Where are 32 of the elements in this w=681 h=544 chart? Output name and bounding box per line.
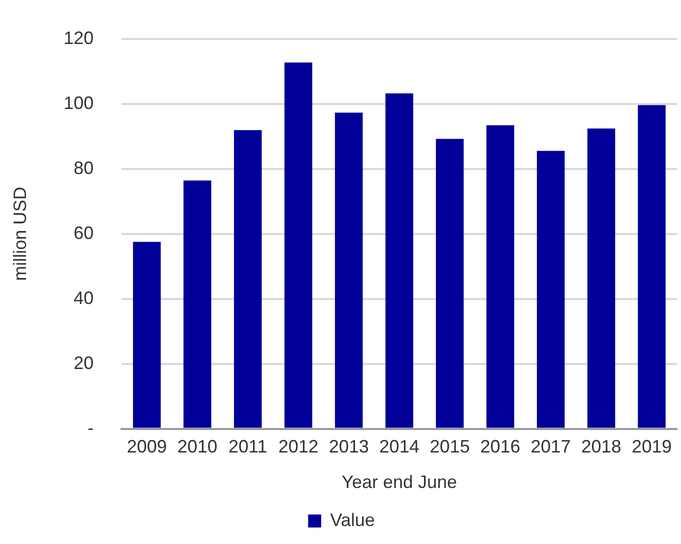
y-tick-label: 100: [64, 92, 94, 113]
y-axis-title: million USD: [10, 186, 30, 281]
y-tick-label: 80: [74, 158, 94, 178]
bar: [334, 112, 363, 428]
x-tick-label: 2011: [228, 436, 268, 457]
x-axis-title: Year end June: [342, 472, 458, 492]
bar: [132, 242, 161, 428]
x-tick-label: 2019: [632, 436, 672, 457]
bar: [183, 180, 212, 428]
x-tick-label: 2014: [379, 436, 420, 457]
y-tick-label: 120: [64, 28, 94, 48]
x-tick-label: 2010: [177, 436, 218, 457]
bar: [587, 128, 616, 428]
x-tick-label: 2009: [126, 436, 167, 457]
x-tick-label: 2016: [480, 436, 520, 457]
x-tick-label: 2013: [328, 436, 369, 457]
bar: [436, 138, 464, 428]
y-tick-label: -: [88, 418, 94, 438]
y-tick-label: 60: [74, 222, 94, 243]
x-tick-label: 2018: [581, 436, 622, 457]
x-tick-label: 2012: [278, 436, 318, 457]
bar: [234, 130, 262, 428]
bar: [284, 62, 312, 428]
bar: [385, 93, 414, 428]
x-tick-label: 2015: [430, 436, 470, 457]
bar: [638, 105, 666, 428]
y-tick-label: 20: [74, 352, 94, 373]
y-tick-label: 40: [74, 288, 94, 308]
legend-label: Value: [330, 510, 375, 530]
x-tick-label: 2017: [530, 436, 571, 457]
bar: [536, 150, 565, 428]
bar: [486, 125, 514, 428]
